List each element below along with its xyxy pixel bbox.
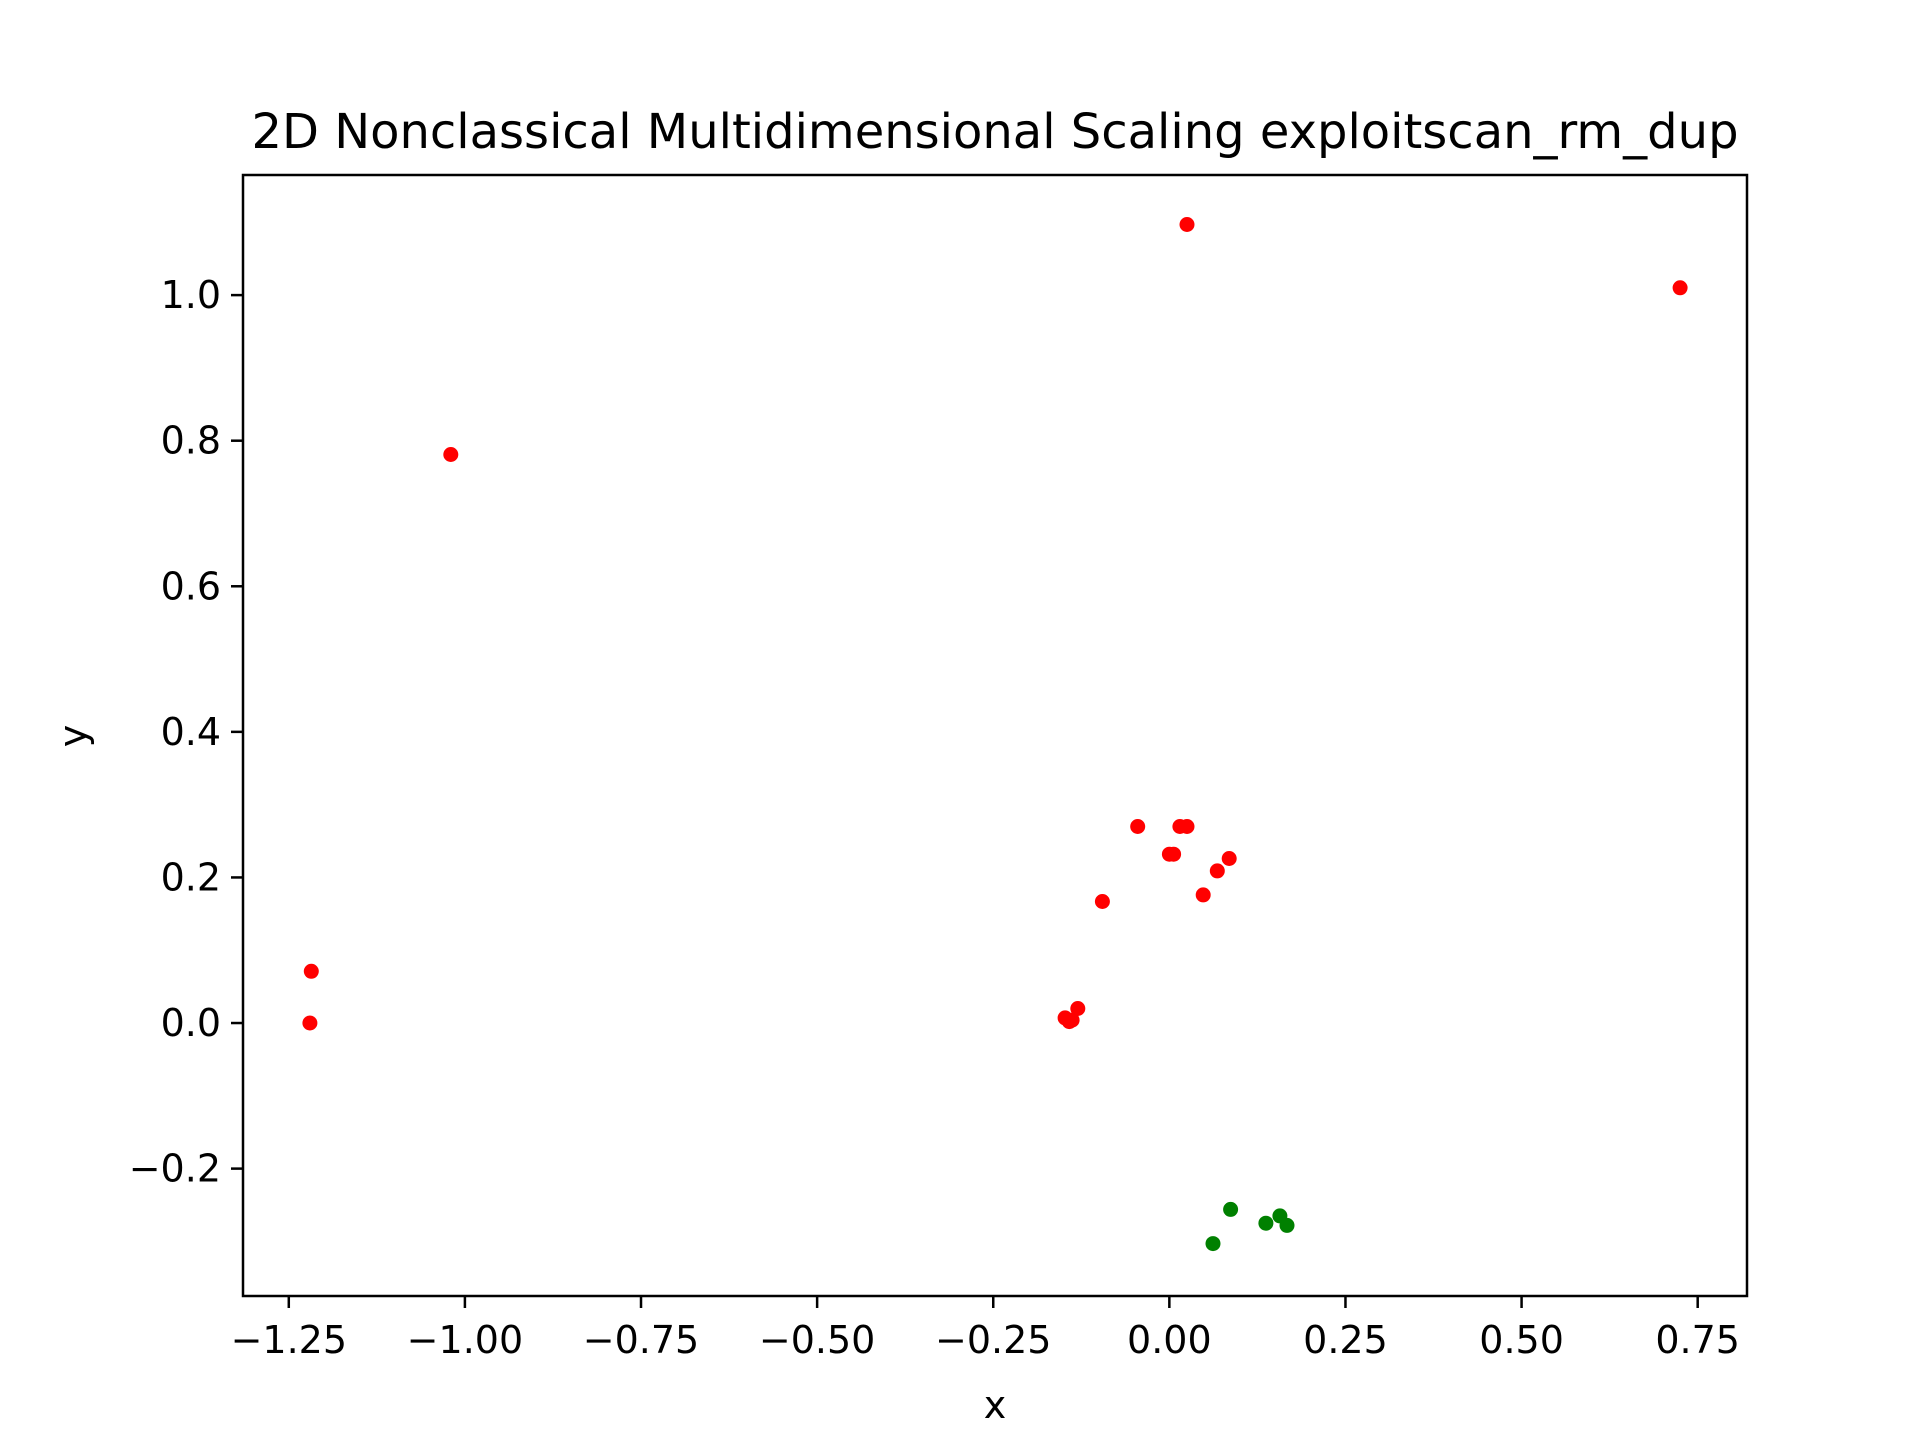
x-tick-label: −0.25 bbox=[935, 1318, 1051, 1362]
y-tick-label: 0.2 bbox=[161, 855, 221, 899]
y-tick-label: −0.2 bbox=[129, 1147, 221, 1191]
data-point bbox=[1206, 1236, 1221, 1251]
data-point bbox=[1210, 863, 1225, 878]
data-point bbox=[1180, 819, 1195, 834]
data-point bbox=[1095, 894, 1110, 909]
data-point bbox=[1222, 851, 1237, 866]
data-point bbox=[1130, 819, 1145, 834]
x-tick-label: −0.50 bbox=[759, 1318, 875, 1362]
y-tick-label: 1.0 bbox=[161, 273, 221, 317]
data-point bbox=[1280, 1218, 1295, 1233]
data-point bbox=[1196, 887, 1211, 902]
data-point bbox=[302, 1016, 317, 1031]
y-tick-label: 0.0 bbox=[161, 1001, 221, 1045]
data-point bbox=[304, 964, 319, 979]
data-point bbox=[1065, 1013, 1080, 1028]
x-tick-label: −1.00 bbox=[407, 1318, 523, 1362]
chart-title: 2D Nonclassical Multidimensional Scaling… bbox=[251, 104, 1738, 160]
data-point bbox=[1258, 1216, 1273, 1231]
x-tick-label: 0.50 bbox=[1479, 1318, 1564, 1362]
y-tick-label: 0.4 bbox=[161, 710, 221, 754]
data-point bbox=[1166, 847, 1181, 862]
x-tick-label: 0.75 bbox=[1655, 1318, 1740, 1362]
x-tick-label: −0.75 bbox=[583, 1318, 699, 1362]
y-axis-label: y bbox=[51, 725, 95, 748]
x-tick-label: −1.25 bbox=[231, 1318, 347, 1362]
y-tick-label: 0.6 bbox=[161, 564, 221, 608]
data-point bbox=[1673, 280, 1688, 295]
data-point bbox=[1223, 1202, 1238, 1217]
y-tick-label: 0.8 bbox=[161, 419, 221, 463]
data-point bbox=[1180, 217, 1195, 232]
x-axis-label: x bbox=[984, 1383, 1007, 1427]
data-point bbox=[443, 447, 458, 462]
x-tick-label: 0.25 bbox=[1303, 1318, 1388, 1362]
x-tick-label: 0.00 bbox=[1127, 1318, 1212, 1362]
